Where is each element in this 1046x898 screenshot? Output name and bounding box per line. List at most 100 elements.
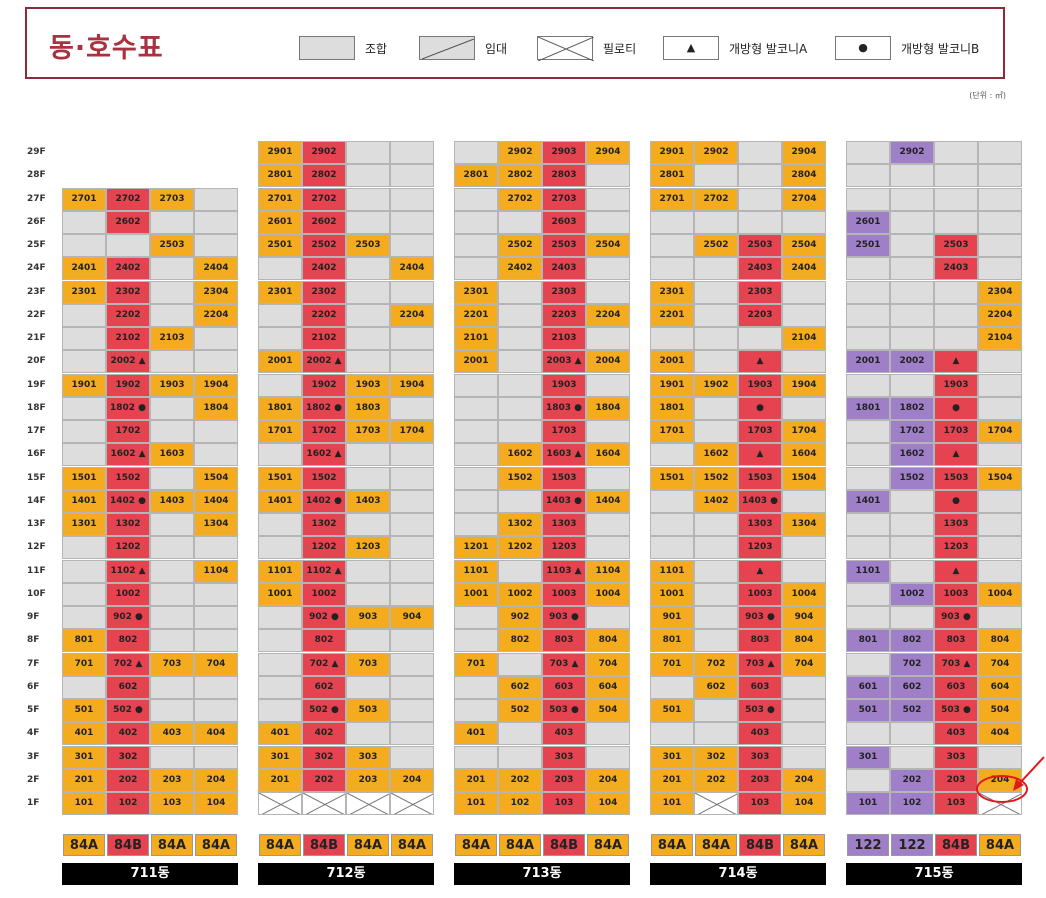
building-label: 714동 bbox=[650, 863, 826, 885]
unit-cell: 302 bbox=[694, 745, 738, 769]
unit-cell bbox=[978, 164, 1022, 188]
unit-cell: 2104 bbox=[782, 327, 826, 350]
unit-cell: 1904 bbox=[782, 373, 826, 397]
unit-cell: 602 bbox=[106, 675, 150, 699]
unit-cell: 1302 bbox=[498, 513, 542, 536]
unit-cell: 2102 bbox=[302, 327, 346, 350]
pilotis-cell bbox=[302, 792, 346, 815]
unit-cell: 2701 bbox=[258, 187, 302, 211]
unit-type-label: 84B bbox=[739, 834, 781, 856]
unit-type-label: 84A bbox=[783, 834, 825, 856]
unit-cell: 901 bbox=[650, 606, 694, 629]
unit-cell bbox=[150, 350, 194, 374]
unit-cell: 603 bbox=[738, 675, 782, 699]
floor-label: 25F bbox=[27, 240, 46, 250]
unit-cell: 1602 ▲ bbox=[302, 443, 346, 467]
unit-cell bbox=[934, 303, 978, 327]
unit-cell: 704 bbox=[194, 652, 238, 676]
unit-cell bbox=[390, 513, 434, 536]
unit-cell: 2701 bbox=[650, 187, 694, 211]
unit-cell: 1302 bbox=[106, 513, 150, 536]
unit-cell: 702 bbox=[890, 652, 934, 676]
unit-cell: 402 bbox=[302, 722, 346, 746]
unit-cell: 1302 bbox=[302, 513, 346, 536]
unit-cell bbox=[498, 280, 542, 304]
unit-cell: 1504 bbox=[194, 466, 238, 490]
unit-cell bbox=[258, 303, 302, 327]
unit-cell: 1203 bbox=[738, 536, 782, 560]
unit-cell bbox=[194, 210, 238, 234]
unit-cell: 1102 ▲ bbox=[302, 559, 346, 583]
unit-cell bbox=[62, 582, 106, 606]
unit-cell bbox=[150, 210, 194, 234]
unit-cell bbox=[782, 675, 826, 699]
unit-cell bbox=[586, 164, 630, 188]
legend-pilotis-label: 필로티 bbox=[603, 42, 637, 56]
unit-cell: 403 bbox=[542, 722, 586, 746]
unit-cell: 2503 bbox=[738, 234, 782, 257]
legend-imdae-swatch bbox=[419, 36, 475, 60]
unit-cell bbox=[694, 722, 738, 746]
unit-cell bbox=[978, 257, 1022, 281]
unit-cell: 1501 bbox=[62, 466, 106, 490]
unit-cell: 603 bbox=[934, 675, 978, 699]
unit-cell: 2301 bbox=[258, 280, 302, 304]
unit-cell: 201 bbox=[62, 768, 106, 792]
unit-cell bbox=[62, 536, 106, 560]
unit-cell bbox=[782, 722, 826, 746]
unit-cell: 1604 bbox=[782, 443, 826, 467]
unit-cell: 1801 bbox=[846, 396, 890, 420]
unit-cell bbox=[694, 350, 738, 374]
unit-cell: 1803 ● bbox=[542, 396, 586, 420]
unit-cell: 301 bbox=[258, 745, 302, 769]
unit-cell bbox=[650, 489, 694, 513]
unit-cell: 104 bbox=[194, 792, 238, 815]
unit-cell: ● bbox=[934, 396, 978, 420]
unit-cell bbox=[846, 606, 890, 629]
unit-cell: 1904 bbox=[194, 373, 238, 397]
unit-cell: 1304 bbox=[782, 513, 826, 536]
unit-cell bbox=[586, 327, 630, 350]
unit-cell: 401 bbox=[454, 722, 498, 746]
unit-cell bbox=[650, 210, 694, 234]
unit-cell bbox=[454, 606, 498, 629]
unit-cell bbox=[454, 699, 498, 722]
unit-cell bbox=[346, 141, 390, 164]
unit-cell bbox=[390, 466, 434, 490]
unit-cell bbox=[846, 652, 890, 676]
unit-cell: 1001 bbox=[454, 582, 498, 606]
unit-cell: ▲ bbox=[738, 350, 782, 374]
unit-cell: 2601 bbox=[846, 210, 890, 234]
unit-cell: 401 bbox=[258, 722, 302, 746]
floor-label: 4F bbox=[27, 728, 40, 739]
unit-cell: 2801 bbox=[454, 164, 498, 188]
unit-cell bbox=[62, 443, 106, 467]
unit-cell: 102 bbox=[498, 792, 542, 815]
unit-type-label: 84A bbox=[695, 834, 737, 856]
unit-cell: 1304 bbox=[194, 513, 238, 536]
unit-cell bbox=[738, 327, 782, 350]
unit-cell bbox=[846, 420, 890, 443]
unit-type-label: 84A bbox=[651, 834, 693, 856]
legend-johap-swatch bbox=[299, 36, 355, 60]
floor-label: 6F bbox=[27, 681, 40, 692]
unit-cell: 1102 ▲ bbox=[106, 559, 150, 583]
unit-cell bbox=[782, 350, 826, 374]
unit-type-label: 84B bbox=[935, 834, 977, 856]
unit-cell: 201 bbox=[454, 768, 498, 792]
unit-cell: 1903 bbox=[150, 373, 194, 397]
unit-cell bbox=[978, 141, 1022, 164]
unit-cell: 101 bbox=[846, 792, 890, 815]
unit-cell: 2201 bbox=[650, 303, 694, 327]
unit-cell bbox=[846, 536, 890, 560]
unit-cell bbox=[782, 699, 826, 722]
floor-label: 27F bbox=[27, 193, 46, 204]
unit-cell: 404 bbox=[194, 722, 238, 746]
unit-cell bbox=[390, 652, 434, 676]
unit-cell: 1701 bbox=[650, 420, 694, 443]
unit-cell: 2802 bbox=[498, 164, 542, 188]
unit-cell: 302 bbox=[106, 745, 150, 769]
unit-cell: 704 bbox=[586, 652, 630, 676]
unit-cell: 2803 bbox=[542, 164, 586, 188]
building-label: 711동 bbox=[62, 863, 238, 885]
